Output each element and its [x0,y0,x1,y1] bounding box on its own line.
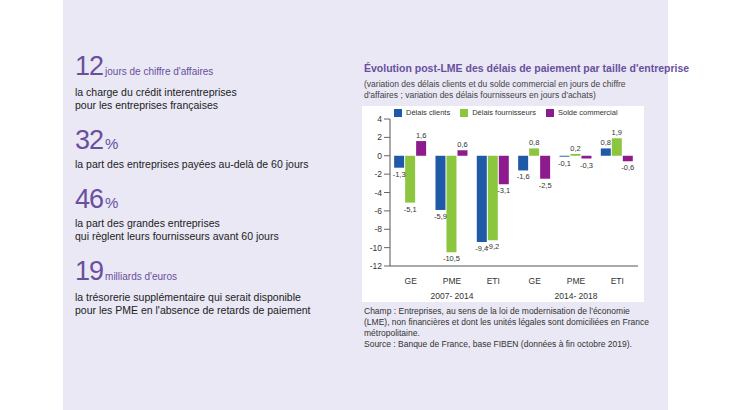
svg-text:GE: GE [405,276,418,286]
svg-text:0,8: 0,8 [529,138,539,147]
html-text:12: 12 [75,51,103,81]
svg-text:2014- 2018: 2014- 2018 [554,291,597,301]
html-text:qui règlent leurs fournisseurs: qui règlent leurs fournisseurs avant 60 … [75,230,279,242]
html-text:Champ : Entreprises, au sens d: Champ : Entreprises, au sens de la loi d… [364,306,649,338]
svg-text:-5,1: -5,1 [404,205,417,214]
html-text:jours de chiffre d'affaires: jours de chiffre d'affaires [105,66,214,77]
html-text:46%: 46% [75,184,119,214]
html-text:(variation des délais clients: (variation des délais clients et du sold… [364,79,626,100]
html-text:la part des grandes entreprise: la part des grandes entreprises [75,217,220,229]
svg-text:-5,9: -5,9 [434,212,447,221]
svg-text:-0,6: -0,6 [621,163,634,172]
svg-text:0: 0 [377,151,382,161]
svg-text:2: 2 [377,132,382,142]
html-text:19: 19 [75,256,103,286]
svg-text:0,6: 0,6 [457,140,467,149]
svg-text:-10: -10 [370,243,383,253]
html-text:milliards d'euros: milliards d'euros [105,271,177,282]
html-text:la trésorerie supplémentaire q: la trésorerie supplémentaire qui serait … [75,291,301,303]
svg-text:0,2: 0,2 [570,144,580,153]
html-text:Solde commercial: Solde commercial [558,108,618,117]
svg-text:1,6: 1,6 [416,131,426,140]
svg-text:-2: -2 [374,169,382,179]
svg-text:-9,2: -9,2 [486,242,499,251]
svg-text:-9,4: -9,4 [475,244,489,254]
html-text:la part des entreprises payées: la part des entreprises payées au-delà d… [75,158,309,170]
svg-text:PME: PME [443,276,462,286]
svg-text:-0,1: -0,1 [558,159,571,168]
svg-text:-1,6: -1,6 [517,172,530,181]
svg-text:4: 4 [377,114,382,124]
svg-text:-6: -6 [374,206,382,216]
svg-text:-12: -12 [370,261,383,271]
html-text:32%: 32% [75,125,119,155]
svg-text:GE: GE [529,276,542,286]
svg-text:ETI: ETI [487,276,500,286]
html-text:pour les PME en l'absence de r: pour les PME en l'absence de retards de … [75,304,311,316]
svg-text:0,8: 0,8 [601,138,611,147]
svg-text:2007- 2014: 2007- 2014 [430,291,473,301]
html-text:Délais fournisseurs: Délais fournisseurs [472,108,536,117]
svg-text:1,9: 1,9 [612,128,622,137]
html-text:la charge du crédit interentre: la charge du crédit interentreprises [75,86,237,98]
html-text:Délais clients: Délais clients [406,108,451,117]
svg-text:-8: -8 [374,224,382,234]
html-text:Évolution post-LME des délais: Évolution post-LME des délais de paiemen… [364,62,690,74]
svg-text:-4: -4 [374,188,382,198]
html-text:Source : Banque de France, bas: Source : Banque de France, base FIBEN (d… [364,339,632,349]
svg-text:-10,5: -10,5 [443,254,460,263]
html-text:pour les entreprises française: pour les entreprises françaises [75,99,218,111]
svg-text:-0,3: -0,3 [580,161,593,170]
svg-text:-3,1: -3,1 [497,186,510,195]
svg-text:-2,5: -2,5 [539,181,552,190]
svg-text:ETI: ETI [611,276,624,286]
svg-text:-1,3: -1,3 [393,170,406,179]
svg-text:PME: PME [567,276,586,286]
